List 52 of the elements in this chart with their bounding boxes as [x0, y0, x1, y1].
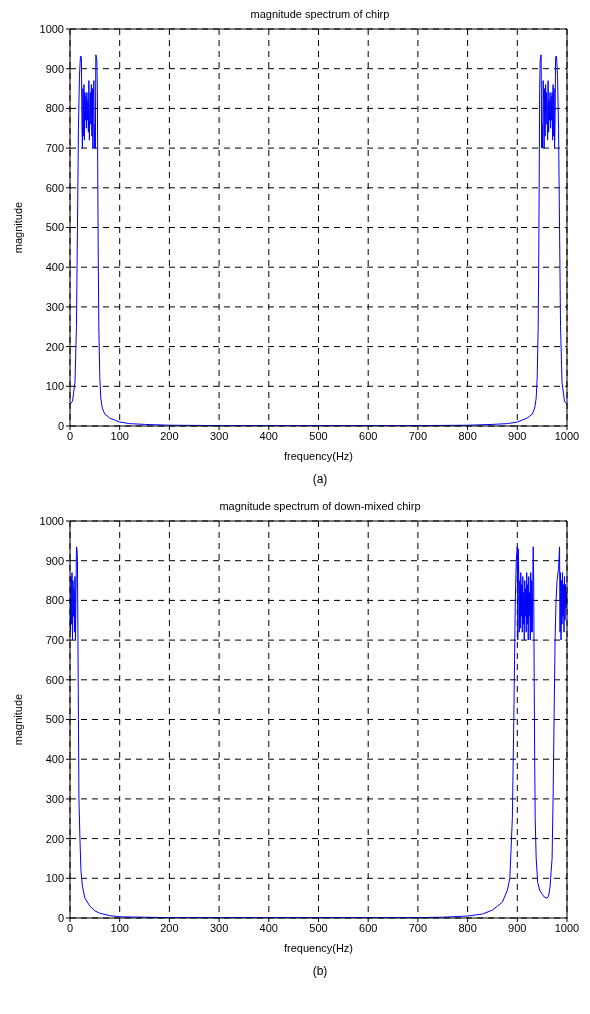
x-tick-label: 400 [259, 921, 278, 934]
y-tick-label: 400 [45, 753, 64, 766]
x-tick-label: 500 [309, 921, 328, 934]
y-tick-label: 200 [45, 832, 64, 845]
y-tick-label: 1000 [39, 22, 64, 35]
x-tick-label: 200 [160, 429, 179, 442]
y-tick-label: 400 [45, 261, 64, 274]
x-tick-label: 600 [359, 921, 378, 934]
y-tick-label: 300 [45, 300, 64, 313]
y-tick-label: 1000 [39, 514, 64, 527]
y-tick-label: 600 [45, 181, 64, 194]
y-tick-label: 500 [45, 221, 64, 234]
y-tick-label: 900 [45, 554, 64, 567]
y-tick-label: 700 [45, 634, 64, 647]
y-axis-title: magnitude [11, 201, 24, 254]
x-tick-label: 900 [508, 429, 527, 442]
y-tick-label: 800 [45, 102, 64, 115]
x-tick-label: 800 [458, 921, 477, 934]
y-tick-label: 600 [45, 673, 64, 686]
x-tick-label: 800 [458, 429, 477, 442]
chart-title: magnitude spectrum of chirp [249, 8, 391, 22]
x-tick-label: 1000 [554, 429, 580, 442]
y-tick-label: 100 [45, 380, 64, 393]
y-tick-label: 200 [45, 340, 64, 353]
y-tick-label: 300 [45, 792, 64, 805]
x-tick-label: 300 [209, 429, 229, 442]
y-tick-label: 500 [45, 713, 64, 726]
x-tick-label: 400 [259, 429, 278, 442]
x-tick-label: 0 [66, 429, 74, 442]
x-tick-label: 700 [408, 429, 428, 442]
text: (b) [311, 964, 329, 978]
x-tick-label: 700 [408, 921, 428, 934]
x-tick-label: 600 [359, 429, 378, 442]
text: (a) [311, 472, 329, 486]
y-tick-label: 0 [57, 911, 64, 924]
x-tick-label: 200 [160, 921, 179, 934]
x-tick-label: 1000 [554, 921, 580, 934]
chart-title: magnitude spectrum of down-mixed chirp [218, 500, 422, 514]
x-tick-label: 500 [309, 429, 328, 442]
x-tick-label: 900 [508, 921, 527, 934]
y-tick-label: 0 [57, 419, 64, 432]
x-axis-title: frequency(Hz) [283, 942, 354, 954]
x-tick-label: 300 [209, 921, 229, 934]
y-axis-title: magnitude [11, 693, 24, 746]
y-tick-label: 100 [45, 872, 64, 885]
x-tick-label: 100 [110, 921, 129, 934]
x-axis-title: frequency(Hz) [283, 450, 354, 462]
x-tick-label: 100 [110, 429, 129, 442]
x-tick-label: 0 [66, 921, 74, 934]
y-tick-label: 700 [45, 142, 64, 155]
y-tick-label: 900 [45, 62, 64, 75]
y-tick-label: 800 [45, 594, 64, 607]
